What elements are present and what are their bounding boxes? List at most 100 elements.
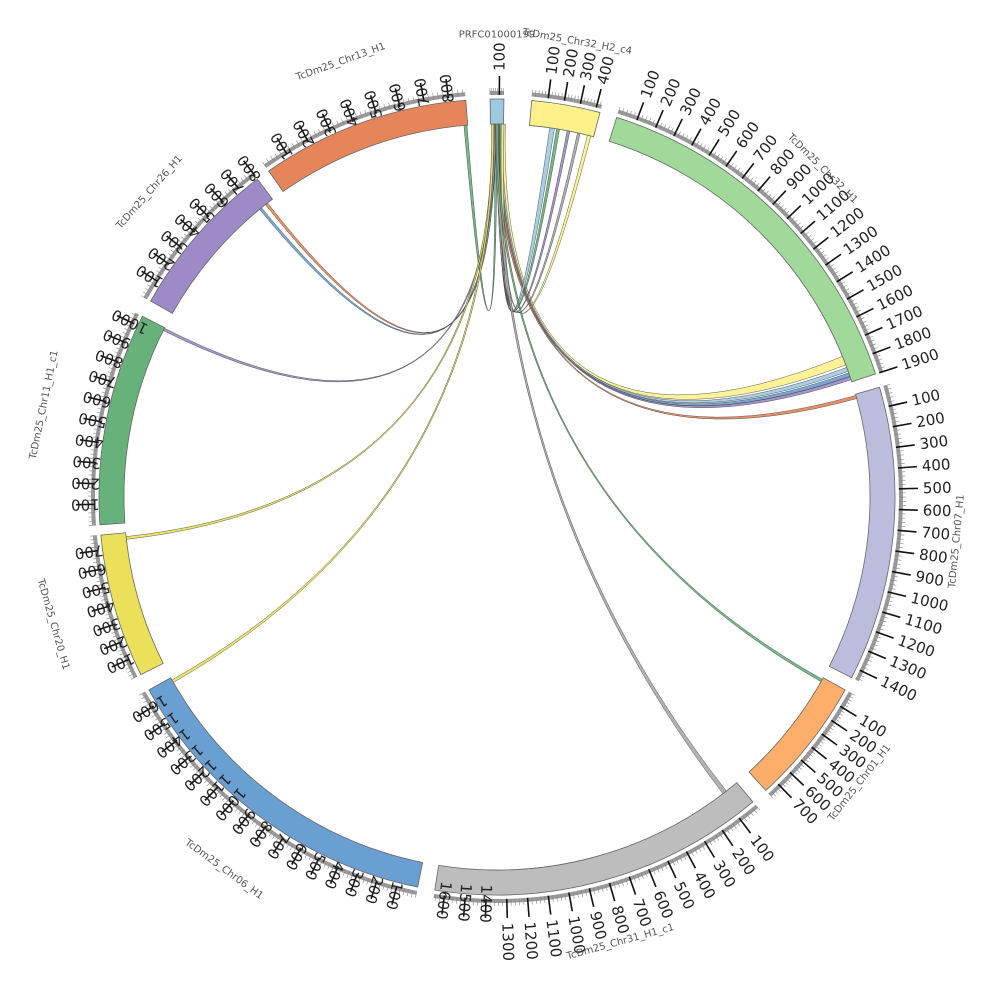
- minor-tick: [848, 691, 855, 696]
- major-tick: [369, 95, 378, 114]
- minor-tick: [827, 725, 834, 731]
- minor-tick: [677, 131, 681, 138]
- minor-tick: [689, 849, 694, 856]
- major-tick: [276, 137, 288, 155]
- minor-tick: [200, 214, 207, 220]
- minor-tick: [883, 607, 891, 611]
- major-tick: [77, 460, 97, 464]
- minor-tick: [103, 383, 111, 386]
- major-tick: [856, 307, 874, 318]
- major-tick: [708, 138, 720, 156]
- major-tick: [87, 396, 107, 403]
- minor-tick: [312, 855, 316, 863]
- minor-tick: [766, 193, 772, 200]
- minor-tick: [666, 126, 670, 133]
- minor-tick: [841, 703, 849, 708]
- tick-label: 400: [74, 430, 105, 452]
- minor-tick: [176, 746, 183, 752]
- minor-tick: [318, 128, 322, 136]
- minor-tick: [869, 343, 877, 347]
- minor-tick: [94, 424, 102, 427]
- minor-tick: [877, 627, 884, 631]
- major-tick: [839, 705, 857, 717]
- minor-tick: [896, 538, 904, 540]
- major-tick: [103, 641, 123, 650]
- minor-tick: [769, 196, 775, 202]
- minor-tick: [262, 161, 267, 168]
- major-tick: [161, 739, 178, 753]
- major-tick: [179, 218, 196, 233]
- minor-tick: [331, 864, 335, 872]
- minor-tick: [212, 202, 218, 209]
- minor-tick: [378, 881, 382, 889]
- minor-tick: [892, 567, 900, 569]
- minor-tick: [383, 103, 387, 111]
- major-tick: [254, 825, 267, 843]
- segment-tcdm25-chr26-h1: [150, 178, 274, 314]
- minor-tick: [97, 583, 105, 586]
- minor-tick: [660, 864, 664, 871]
- major-tick: [777, 783, 793, 799]
- minor-tick: [895, 441, 903, 444]
- minor-tick: [671, 858, 675, 866]
- minor-tick: [621, 108, 625, 115]
- minor-tick: [322, 126, 327, 134]
- minor-tick: [110, 627, 117, 631]
- minor-tick: [107, 371, 115, 375]
- minor-tick: [189, 762, 196, 768]
- minor-tick: [240, 177, 246, 184]
- minor-tick: [871, 643, 879, 647]
- major-tick: [595, 88, 602, 108]
- minor-tick: [265, 828, 270, 835]
- minor-tick: [415, 890, 418, 898]
- minor-tick: [784, 210, 790, 217]
- minor-tick: [711, 836, 716, 843]
- minor-tick: [825, 728, 832, 733]
- minor-tick: [278, 150, 284, 157]
- minor-tick: [897, 534, 905, 536]
- minor-tick: [402, 888, 406, 896]
- minor-tick: [147, 284, 154, 289]
- minor-tick: [782, 779, 789, 785]
- minor-tick: [780, 781, 786, 788]
- minor-tick: [803, 757, 809, 763]
- minor-tick: [181, 236, 187, 242]
- minor-tick: [359, 111, 363, 119]
- minor-tick: [551, 91, 553, 99]
- minor-tick: [684, 135, 689, 142]
- minor-tick: [235, 805, 240, 812]
- minor-tick: [785, 776, 791, 783]
- segment-tcdm25-chr32-h1: [608, 116, 877, 383]
- tick-label: 1500: [454, 883, 475, 922]
- minor-tick: [92, 432, 100, 435]
- minor-tick: [797, 225, 804, 231]
- minor-tick: [815, 741, 822, 747]
- minor-tick: [131, 312, 139, 317]
- minor-tick: [834, 714, 841, 719]
- minor-tick: [243, 175, 249, 182]
- minor-tick: [819, 736, 826, 742]
- minor-tick: [663, 862, 668, 870]
- major-tick: [76, 482, 96, 485]
- minor-tick: [270, 156, 275, 163]
- minor-tick: [773, 788, 779, 795]
- minor-tick: [748, 177, 754, 184]
- segment-tcdm25-chr20-h1: [100, 532, 164, 676]
- major-tick: [898, 508, 918, 511]
- minor-tick: [225, 797, 231, 804]
- minor-tick: [625, 109, 629, 117]
- minor-tick: [873, 354, 881, 358]
- minor-tick: [617, 880, 620, 888]
- minor-tick: [165, 256, 172, 262]
- major-tick: [391, 886, 398, 905]
- minor-tick: [894, 554, 902, 557]
- minor-tick: [158, 266, 165, 272]
- minor-tick: [388, 102, 391, 110]
- minor-tick: [231, 803, 237, 809]
- minor-tick: [846, 694, 854, 699]
- major-tick: [526, 897, 530, 917]
- tick-label: 1200: [520, 921, 541, 960]
- minor-tick: [160, 263, 168, 268]
- minor-tick: [680, 133, 685, 140]
- minor-tick: [718, 832, 723, 839]
